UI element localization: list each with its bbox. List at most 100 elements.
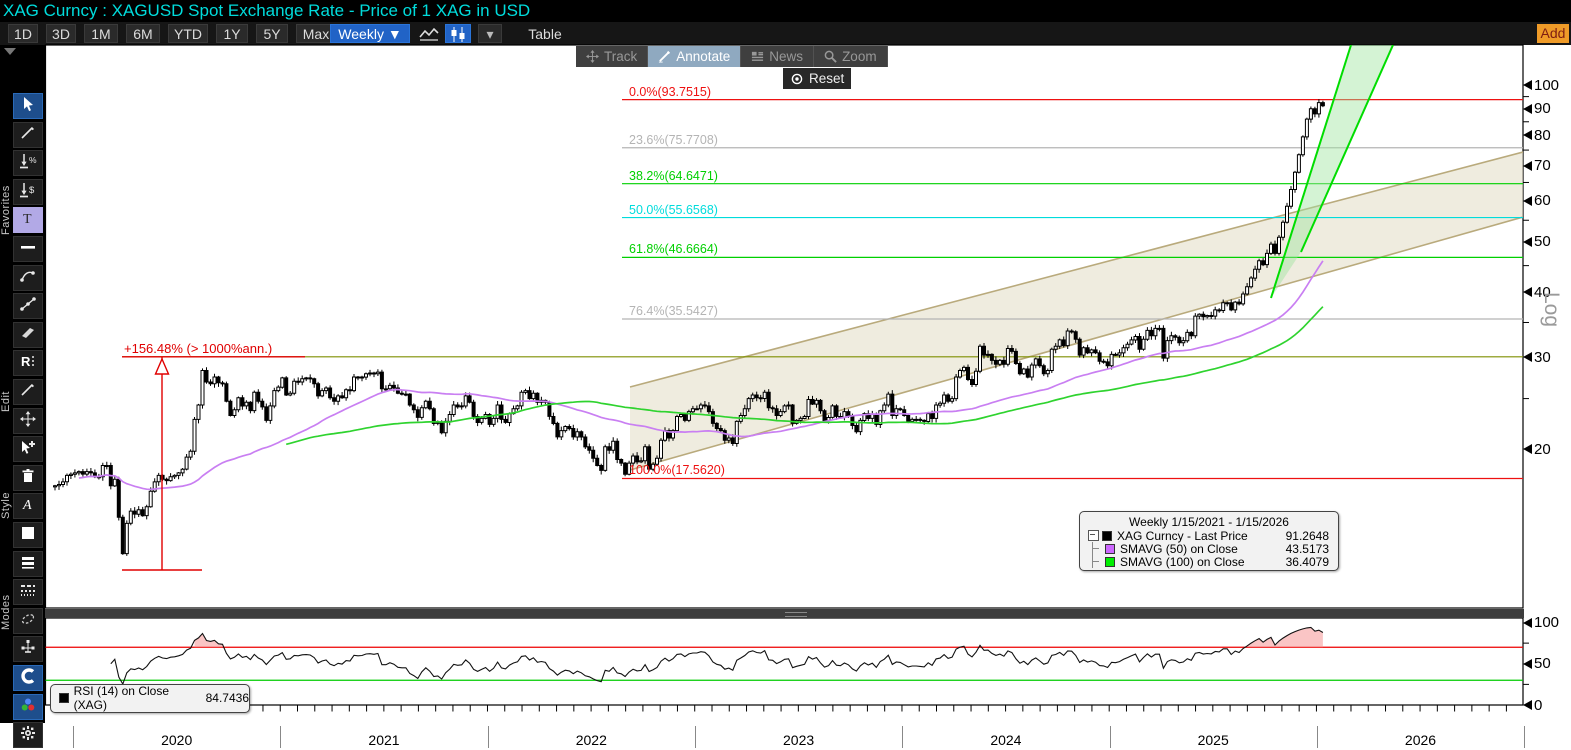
- line-chart-icon[interactable]: [416, 24, 442, 43]
- legend-row: XAG Curncy - Last Price 91.2648: [1080, 528, 1338, 543]
- text-T-icon: T: [20, 210, 36, 231]
- svg-text:R: R: [21, 354, 31, 369]
- svg-text:%: %: [29, 155, 37, 165]
- regression-tool[interactable]: R: [13, 350, 43, 376]
- arrow-usd-icon: $: [19, 182, 37, 203]
- svg-text:A: A: [22, 498, 32, 512]
- trendline-tool[interactable]: [13, 293, 43, 319]
- delete-tool[interactable]: [13, 465, 43, 491]
- font-style-tool[interactable]: A: [13, 493, 43, 519]
- news-button[interactable]: News: [741, 46, 815, 67]
- horizontal-line-tool[interactable]: [13, 236, 43, 262]
- track-button[interactable]: Track: [576, 46, 649, 67]
- y-axis-tick-40: 40: [1534, 283, 1551, 301]
- legend-label: SMAVG (50) on Close: [1120, 541, 1238, 556]
- channel-tool[interactable]: [13, 322, 43, 348]
- range-button-6m[interactable]: 6M: [126, 24, 160, 43]
- settings-tool[interactable]: [13, 722, 43, 748]
- main-panel: [53, 45, 1523, 571]
- sma100-line: [285, 306, 1324, 446]
- rsi-legend-label: RSI (14) on Close (XAG): [73, 683, 169, 712]
- rsi-panel: [45, 626, 1523, 686]
- magnet-tool[interactable]: [13, 665, 43, 691]
- move-tool[interactable]: [13, 408, 43, 434]
- reset-button[interactable]: Reset: [783, 68, 851, 89]
- table-button[interactable]: Table: [528, 26, 562, 42]
- square-icon: [20, 525, 36, 546]
- range-button-max[interactable]: Max: [296, 24, 336, 43]
- y-axis-arrow-icon: [1523, 195, 1532, 206]
- range-button-ytd[interactable]: YTD: [168, 24, 208, 43]
- x-axis-divider: [1109, 726, 1111, 748]
- x-axis-year-2026: 2026: [1404, 732, 1437, 748]
- y-axis-tick-60: 60: [1534, 192, 1551, 210]
- curve-icon: [20, 268, 36, 289]
- panel-separator[interactable]: [45, 609, 1524, 618]
- legend-swatch: [1105, 543, 1115, 554]
- y-axis-tick-90: 90: [1534, 100, 1551, 118]
- svg-text:$: $: [29, 185, 35, 196]
- y-axis-arrow-icon: [1523, 352, 1532, 363]
- projection-channel-fill: [1271, 45, 1393, 298]
- legend-swatch: [1105, 556, 1115, 567]
- sidebar-collapse-icon[interactable]: [4, 48, 16, 55]
- regression-channel-top: [629, 151, 1523, 388]
- dash-style-tool[interactable]: [13, 579, 43, 605]
- range-button-1d[interactable]: 1D: [8, 24, 38, 43]
- candle-bodies-up: [53, 102, 1321, 555]
- cursor-icon: [20, 96, 36, 117]
- text-tool[interactable]: T: [13, 207, 43, 233]
- candle-bodies-down: [80, 102, 1325, 555]
- legend-value: 36.4079: [1285, 554, 1329, 569]
- y-axis-tick-50: 50: [1534, 233, 1551, 251]
- x-axis-year-2022: 2022: [575, 732, 607, 748]
- curve-tool[interactable]: [13, 265, 43, 291]
- zoom-button[interactable]: Zoom: [814, 46, 888, 67]
- rsi-axis-tick-0: 0: [1534, 696, 1543, 714]
- y-axis-arrow-icon: [1523, 103, 1532, 114]
- regr-icon: R: [20, 353, 36, 374]
- rsi-legend[interactable]: RSI (14) on Close (XAG) 84.7436: [50, 684, 250, 713]
- measure-dollar-tool[interactable]: $: [13, 179, 43, 205]
- cursor-tool[interactable]: [13, 93, 43, 119]
- legend-row: SMAVG (100) on Close 36.4079: [1080, 554, 1338, 569]
- fill-style-tool[interactable]: [13, 522, 43, 548]
- period-dropdown[interactable]: Weekly ▼: [330, 24, 410, 43]
- ellipse-icon: [20, 611, 36, 632]
- anchor-icon: [20, 639, 36, 660]
- chart-toolbar: 1D 3D 1M 6M YTD 1Y 5Y Max Weekly ▼ ▾ Table Add: [0, 22, 1571, 45]
- reset-icon: [791, 73, 803, 84]
- legend-value: 43.5173: [1285, 541, 1329, 556]
- dropdown-arrow-icon[interactable]: ▾: [478, 24, 502, 43]
- measure-percent-tool[interactable]: %: [13, 150, 43, 176]
- color-mode-tool[interactable]: [13, 694, 43, 720]
- legend-tree-expand-icon[interactable]: [1088, 530, 1099, 541]
- main-plot-frame: [44, 44, 1524, 609]
- x-axis-divider: [73, 726, 74, 748]
- price-legend[interactable]: Weekly 1/15/2021 - 1/15/2026 XAG Curncy …: [1079, 511, 1339, 571]
- legend-label: XAG Curncy - Last Price: [1117, 528, 1248, 543]
- rsi-legend-value: 84.7436: [205, 690, 249, 705]
- annotate-button[interactable]: Annotate: [648, 46, 742, 67]
- anchor-tool[interactable]: [13, 636, 43, 662]
- candlestick-icon[interactable]: [445, 24, 471, 43]
- pencil-line-icon: [20, 382, 36, 403]
- add-button[interactable]: Add: [1537, 24, 1569, 43]
- range-button-5y[interactable]: 5Y: [256, 24, 288, 43]
- fib-label-6: 100.0%(17.5620): [629, 463, 725, 478]
- legend-date-range: Weekly 1/15/2021 - 1/15/2026: [1129, 515, 1289, 529]
- line-style-tool[interactable]: [13, 551, 43, 577]
- select-add-tool[interactable]: [13, 436, 43, 462]
- measure-annotation-label: +156.48% (> 1000%ann.): [124, 341, 273, 356]
- edit-draw-tool[interactable]: [13, 379, 43, 405]
- fib-label-4: 61.8%(46.6664): [629, 242, 718, 257]
- fib-label-2: 38.2%(64.6471): [629, 168, 718, 183]
- range-button-3d[interactable]: 3D: [46, 24, 76, 43]
- lasso-tool[interactable]: [13, 608, 43, 634]
- range-button-1y[interactable]: 1Y: [216, 24, 248, 43]
- range-button-1m[interactable]: 1M: [84, 24, 118, 43]
- draw-line-tool[interactable]: [13, 122, 43, 148]
- dashes-icon: [20, 582, 36, 603]
